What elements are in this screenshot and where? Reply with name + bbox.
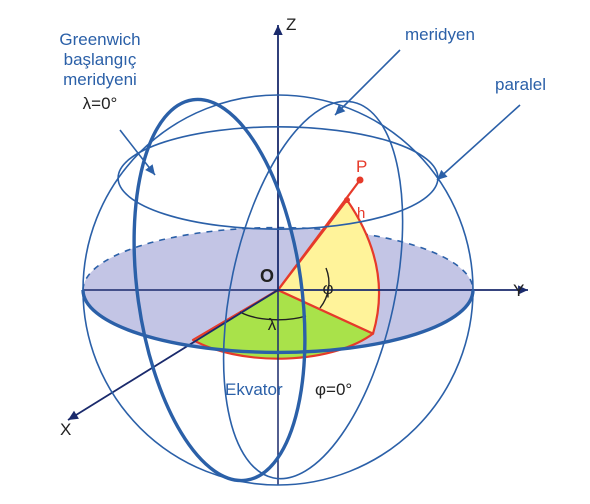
greenwich-label-line: Greenwich: [59, 30, 140, 49]
line-element: [335, 50, 400, 115]
greenwich-label-line: meridyeni: [63, 70, 137, 89]
phi-zero-label: φ=0°: [315, 380, 352, 399]
y-axis-label: Y: [513, 281, 524, 300]
line-element: [437, 105, 520, 180]
greenwich-lambda-zero: λ=0°: [83, 94, 118, 113]
greenwich-label-line: başlangıç: [64, 50, 137, 69]
x-axis-label: X: [60, 420, 71, 439]
phi-symbol: φ: [322, 279, 333, 298]
z-axis-label: Z: [286, 15, 296, 34]
polygon-element: [273, 25, 282, 35]
height-h-label: h: [357, 205, 365, 222]
polygon-element: [145, 164, 155, 175]
origin-label: O: [260, 266, 274, 286]
ekvator-label: Ekvator: [225, 380, 283, 399]
paralel-label: paralel: [495, 75, 546, 94]
point-p-label: P: [356, 157, 367, 176]
lambda-symbol: λ: [268, 315, 277, 334]
meridyen-label: meridyen: [405, 25, 475, 44]
polygon-element: [68, 411, 79, 420]
point-p-dot: [357, 177, 364, 184]
point-p-surface-dot: [344, 197, 350, 203]
